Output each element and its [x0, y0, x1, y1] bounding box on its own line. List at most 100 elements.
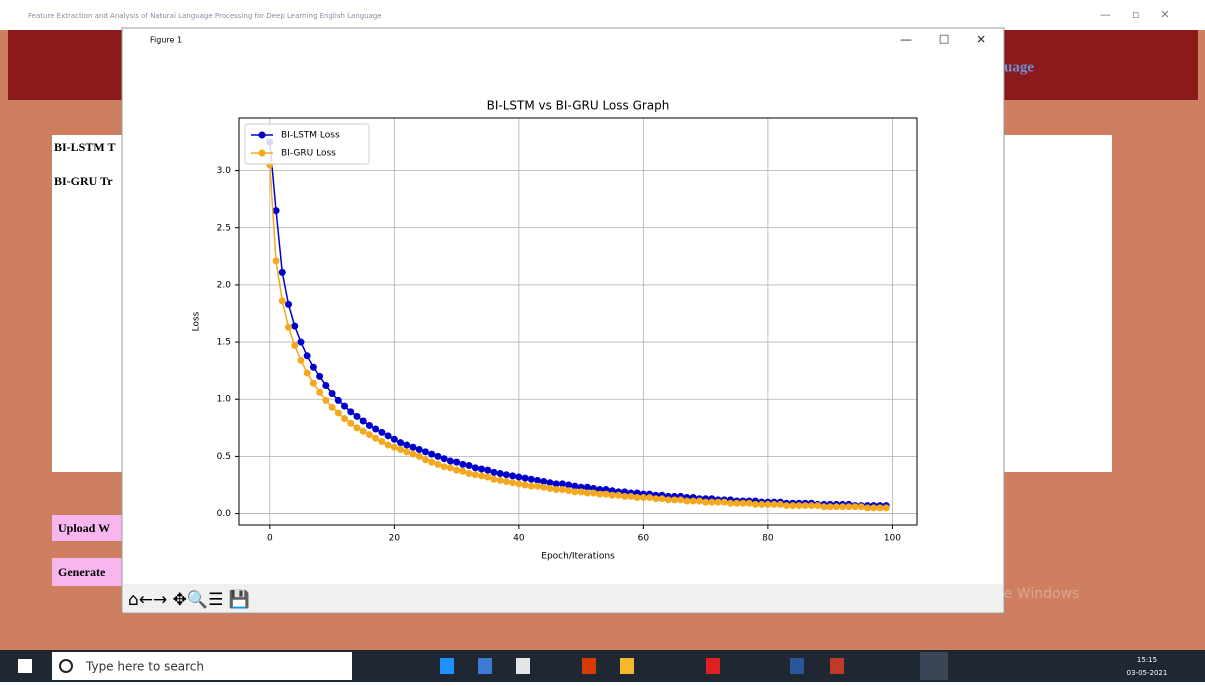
data-point — [422, 456, 429, 463]
data-point — [347, 408, 354, 415]
data-point — [297, 357, 304, 364]
data-point — [715, 499, 722, 506]
data-point — [297, 339, 304, 346]
legend-label: BI-LSTM Loss — [281, 131, 340, 141]
data-point — [279, 269, 286, 276]
data-point — [683, 497, 690, 504]
data-point — [802, 502, 809, 509]
app-icon[interactable] — [582, 658, 596, 674]
data-point — [459, 468, 466, 475]
app-icon[interactable] — [706, 658, 720, 674]
figure-controls[interactable]: — ☐ ✕ — [900, 33, 986, 47]
y-tick-label: 1.0 — [217, 395, 232, 405]
data-point — [783, 502, 790, 509]
clock-time: 15:15 — [1137, 656, 1157, 664]
data-point — [434, 453, 441, 460]
data-point — [285, 324, 292, 331]
data-point — [378, 429, 385, 436]
data-point — [883, 504, 890, 511]
data-point — [646, 494, 653, 501]
data-point — [472, 464, 479, 471]
app-icon[interactable] — [478, 658, 492, 674]
app-icon[interactable] — [440, 658, 454, 674]
data-point — [478, 472, 485, 479]
data-point — [403, 448, 410, 455]
data-point — [360, 417, 367, 424]
data-point — [522, 481, 529, 488]
data-point — [466, 470, 473, 477]
data-point — [273, 257, 280, 264]
figure-title: Figure 1 — [150, 36, 182, 45]
data-point — [447, 457, 454, 464]
data-point — [279, 297, 286, 304]
data-point — [441, 455, 448, 462]
app-icon[interactable] — [830, 658, 844, 674]
y-tick-label: 0.5 — [217, 452, 231, 462]
start-button[interactable] — [18, 659, 32, 673]
data-point — [858, 503, 865, 510]
data-point — [329, 390, 336, 397]
screen: Feature Extraction and Analysis of Natur… — [0, 0, 1205, 682]
output-line: BI-GRU Tr — [54, 174, 113, 188]
data-point — [484, 467, 491, 474]
data-point — [758, 501, 765, 508]
data-point — [428, 451, 435, 458]
legend-marker — [259, 150, 266, 157]
app-icon[interactable] — [790, 658, 804, 674]
data-point — [385, 432, 392, 439]
data-point — [422, 448, 429, 455]
data-point — [796, 502, 803, 509]
data-point — [366, 431, 373, 438]
data-point — [640, 494, 647, 501]
data-point — [416, 446, 423, 453]
chart-title: BI-LSTM vs BI-GRU Loss Graph — [487, 99, 670, 113]
data-point — [372, 435, 379, 442]
data-point — [434, 461, 441, 468]
data-point — [316, 373, 323, 380]
data-point — [721, 499, 728, 506]
data-point — [347, 420, 354, 427]
data-point — [808, 502, 815, 509]
data-point — [627, 493, 634, 500]
app-icon[interactable] — [620, 658, 634, 674]
data-point — [677, 496, 684, 503]
data-point — [478, 465, 485, 472]
x-axis-label: Epoch/Iterations — [541, 552, 615, 562]
data-point — [503, 471, 510, 478]
data-point — [553, 486, 560, 493]
data-point — [603, 491, 610, 498]
app-icon[interactable] — [920, 652, 948, 680]
data-point — [864, 504, 871, 511]
data-point — [391, 444, 398, 451]
data-point — [335, 409, 342, 416]
toolbar-buttons[interactable]: ⌂←→ ✥🔍☰ 💾 — [128, 588, 250, 610]
data-point — [291, 323, 298, 330]
app-icon[interactable] — [516, 658, 530, 674]
legend-marker — [259, 132, 266, 139]
data-point — [621, 493, 628, 500]
data-point — [397, 446, 404, 453]
data-point — [447, 464, 454, 471]
y-tick-label: 1.5 — [217, 338, 231, 348]
window-controls[interactable]: — ▫ ✕ — [1100, 8, 1170, 21]
data-point — [696, 497, 703, 504]
data-point — [876, 504, 883, 511]
data-point — [453, 459, 460, 466]
data-point — [360, 428, 367, 435]
data-point — [546, 485, 553, 492]
data-point — [285, 301, 292, 308]
data-point — [503, 478, 510, 485]
data-point — [378, 438, 385, 445]
x-tick-label: 40 — [513, 534, 525, 544]
data-point — [565, 487, 572, 494]
data-point — [428, 459, 435, 466]
data-point — [310, 380, 317, 387]
data-point — [609, 492, 616, 499]
data-point — [559, 486, 566, 493]
data-point — [484, 473, 491, 480]
data-point — [372, 425, 379, 432]
button-label: Generate — [58, 565, 106, 579]
y-tick-label: 2.0 — [217, 280, 232, 290]
page: Feature Extraction and Analysis of Natur… — [0, 0, 1205, 682]
data-point — [490, 469, 497, 476]
